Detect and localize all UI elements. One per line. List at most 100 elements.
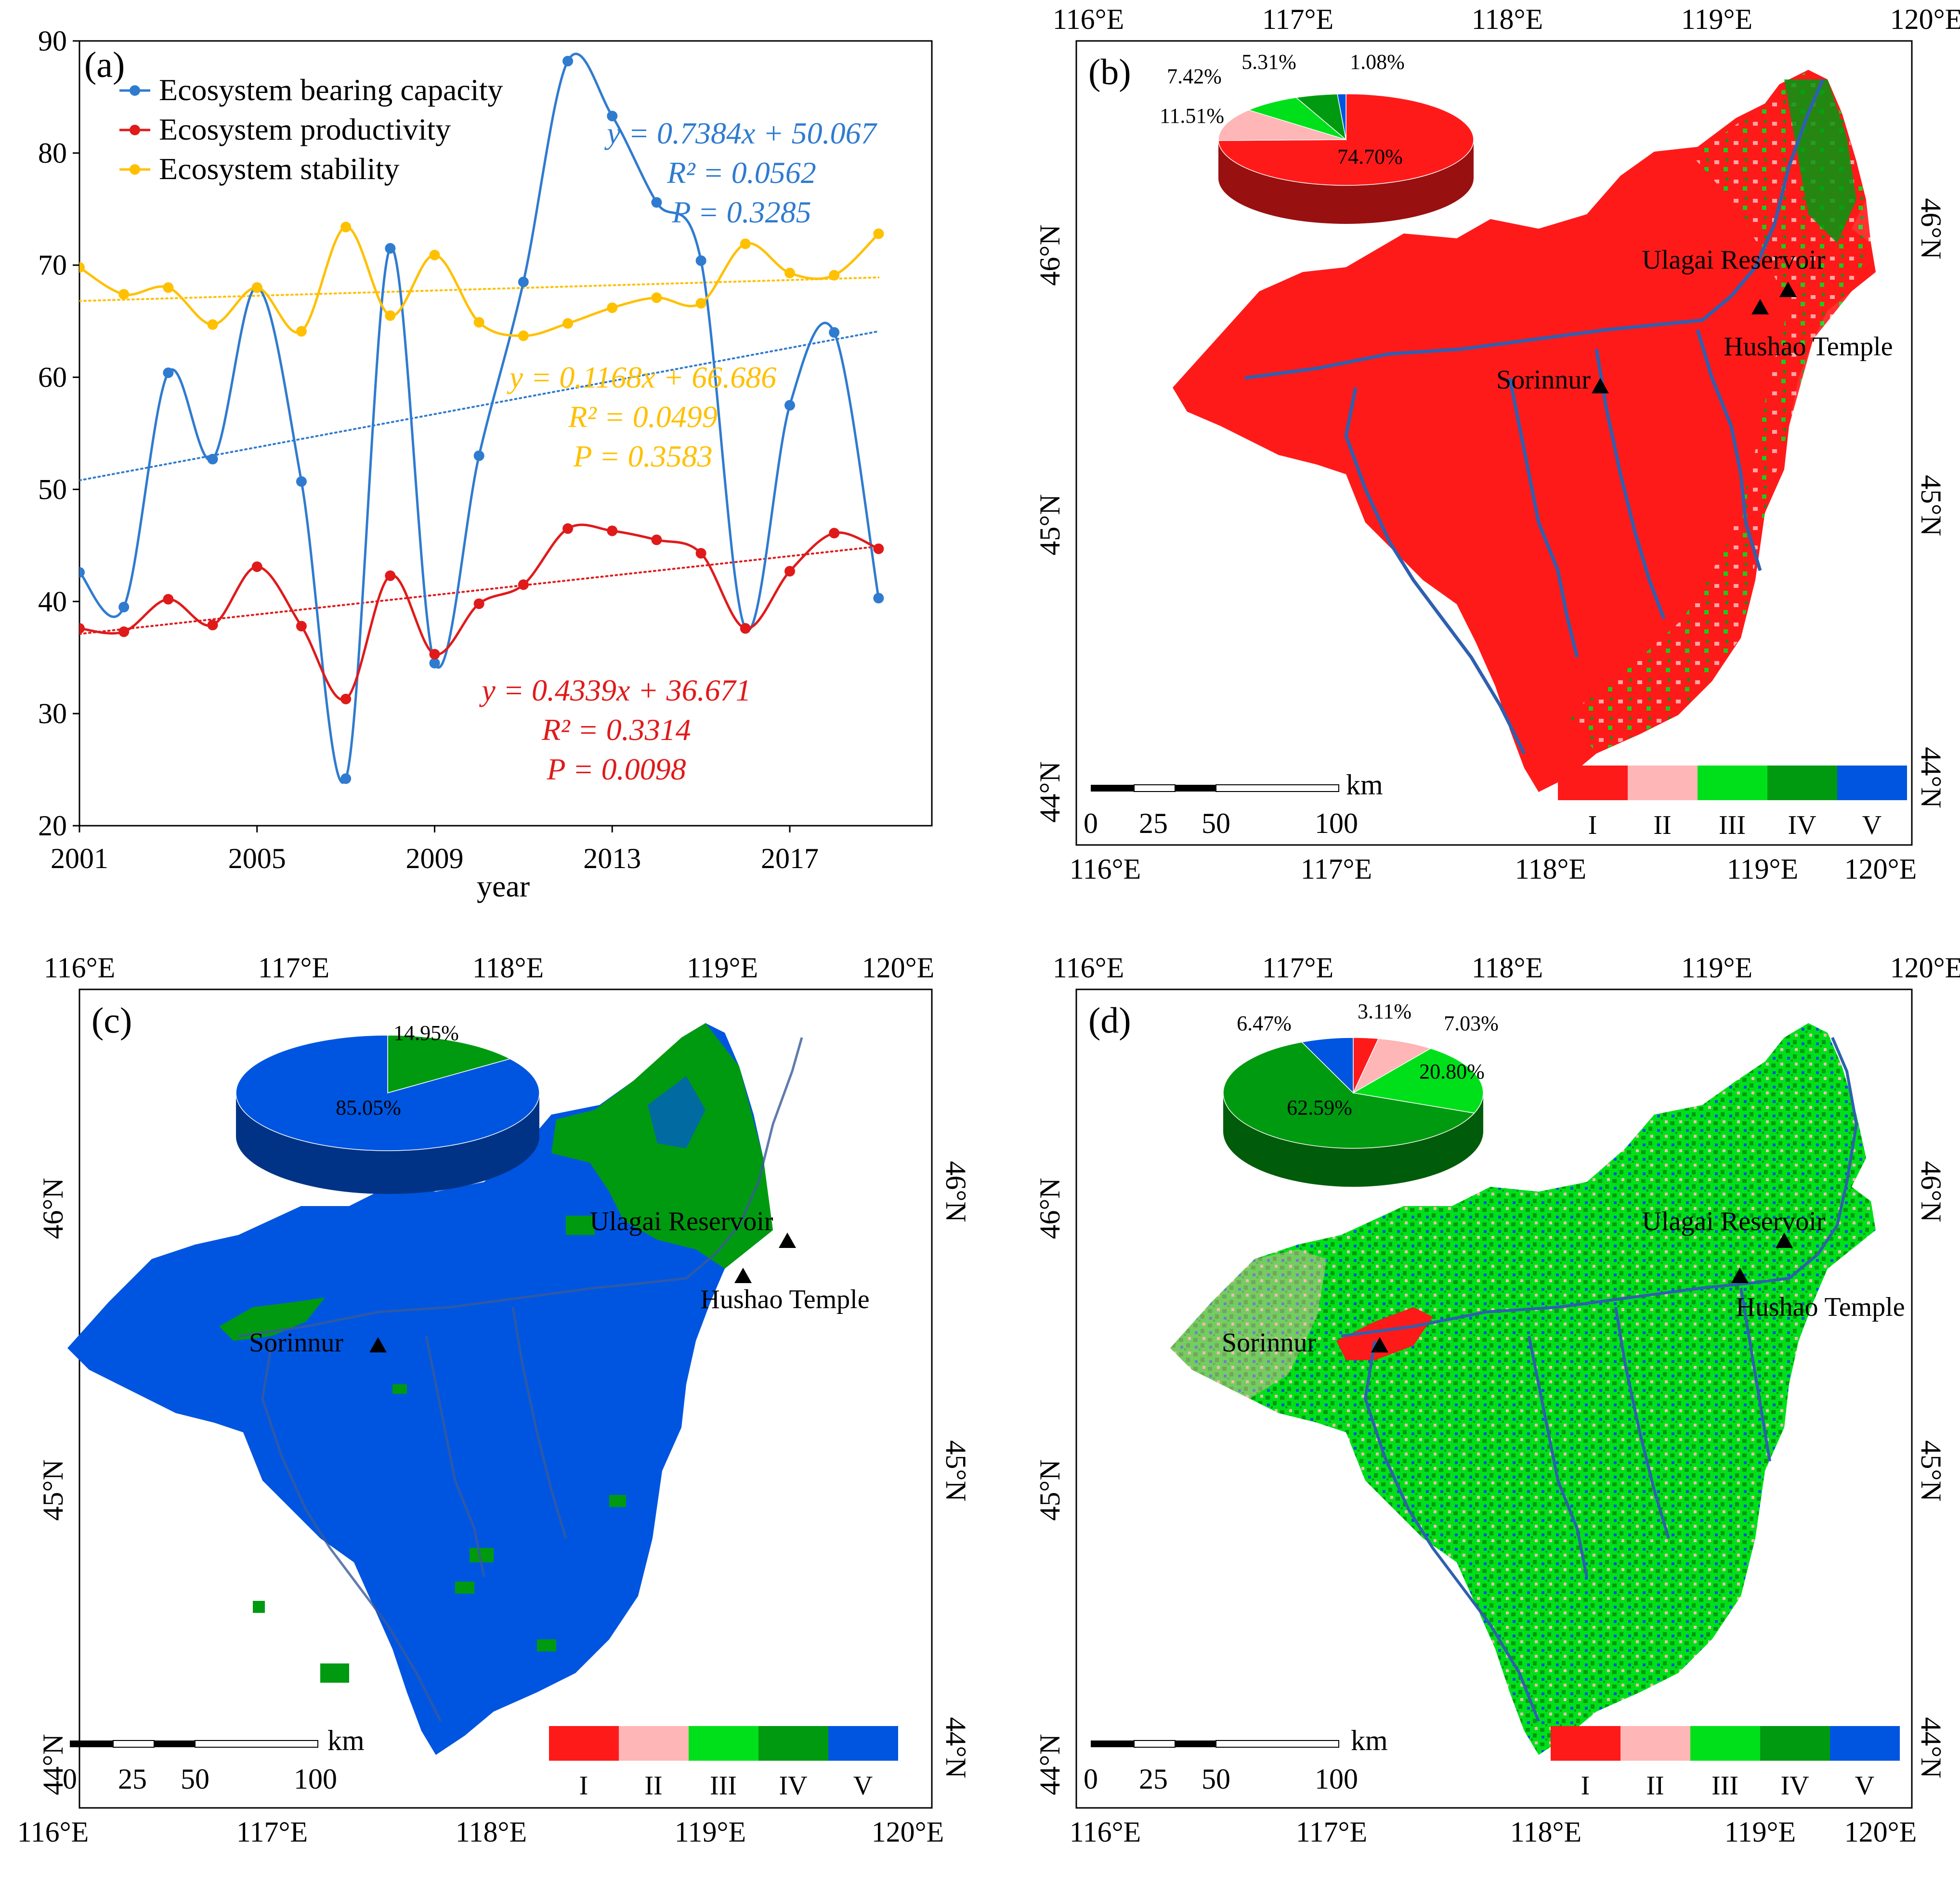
y-axis: 20 30 40 50 60 70 80 90 bbox=[38, 25, 79, 842]
y-tick-label: 80 bbox=[38, 137, 67, 169]
lat-label: 45°N bbox=[1915, 475, 1947, 536]
x-axis-title: year bbox=[477, 869, 530, 903]
place-label-sorinnur: Sorinnur bbox=[249, 1328, 343, 1358]
x-tick-label: 2017 bbox=[761, 843, 819, 874]
legend-marker-stability bbox=[130, 164, 140, 175]
eq-stability-line1: y = 0.1168x + 66.686 bbox=[507, 360, 776, 394]
data-point-productivity bbox=[118, 626, 130, 637]
river bbox=[261, 1340, 442, 1722]
scale-tick: 25 bbox=[1139, 1763, 1168, 1795]
scale-bar-b: km 0 25 50 100 bbox=[1084, 769, 1383, 839]
panel-b: (b) 116°E 117°E 118°E 119°E 120°E 116°E … bbox=[1034, 3, 1960, 885]
river bbox=[1696, 329, 1762, 571]
river bbox=[1528, 1336, 1588, 1577]
data-point-stability bbox=[740, 238, 751, 249]
legend-class-label: II bbox=[1653, 810, 1671, 840]
legend-class-label: V bbox=[1855, 1771, 1874, 1801]
pie-value-label: 7.03% bbox=[1444, 1012, 1499, 1035]
right-lat-labels-b: 44°N 45°N 46°N bbox=[1915, 198, 1947, 808]
eq-bearing-line3: P = 0.3285 bbox=[671, 195, 811, 229]
data-point-bearing bbox=[784, 400, 795, 411]
lon-label: 119°E bbox=[675, 1816, 746, 1848]
data-point-stability bbox=[118, 289, 130, 300]
legend-label-productivity: Ecosystem productivity bbox=[159, 112, 451, 146]
place-marker bbox=[1751, 299, 1769, 314]
legend-swatch-III bbox=[1690, 1726, 1760, 1761]
data-point-stability bbox=[873, 228, 884, 239]
catchment-b-mixed bbox=[1568, 70, 1871, 753]
lon-label: 120°E bbox=[872, 1816, 944, 1848]
legend-class-label: IV bbox=[1780, 1771, 1809, 1801]
pie-value-label: 11.51% bbox=[1160, 104, 1224, 128]
lat-label: 46°N bbox=[940, 1161, 972, 1222]
x-axis: 2001 2005 2009 2013 2017 bbox=[51, 826, 819, 874]
data-point-bearing bbox=[340, 773, 352, 784]
data-point-bearing bbox=[607, 111, 618, 122]
legend-swatch-V bbox=[828, 1726, 898, 1761]
data-point-bearing bbox=[695, 255, 706, 266]
pie-slice-IV bbox=[387, 1035, 511, 1093]
legend-item-stability: Ecosystem stability bbox=[119, 152, 400, 186]
data-point-productivity bbox=[385, 570, 396, 581]
data-point-bearing bbox=[296, 476, 307, 487]
pie-side bbox=[236, 1093, 539, 1194]
pie-value-label: 62.59% bbox=[1287, 1096, 1352, 1119]
pie-value-label: 74.70% bbox=[1337, 145, 1403, 169]
place-label-ulagai: Ulagai Reservoir bbox=[590, 1207, 773, 1236]
y-tick-label: 20 bbox=[38, 810, 67, 842]
data-point-stability bbox=[163, 282, 174, 293]
catchment-d-west bbox=[1170, 1249, 1327, 1399]
data-point-productivity bbox=[340, 693, 352, 704]
data-point-bearing bbox=[518, 276, 529, 287]
bottom-lon-labels-d: 116°E 117°E 118°E 119°E 120°E bbox=[1070, 1816, 1917, 1848]
legend-swatch-I bbox=[549, 1726, 619, 1761]
legend-swatch-II bbox=[1628, 766, 1698, 800]
pie-value-label: 20.80% bbox=[1419, 1060, 1485, 1083]
data-point-stability bbox=[695, 298, 706, 309]
place-marker bbox=[1371, 1337, 1388, 1352]
data-point-productivity bbox=[740, 623, 751, 634]
catchment-c-forest bbox=[551, 1023, 773, 1269]
trend-line-stability bbox=[79, 276, 880, 302]
legend-swatch-I bbox=[1558, 766, 1628, 800]
data-point-stability bbox=[607, 302, 618, 313]
data-point-stability bbox=[429, 249, 440, 260]
data-point-productivity bbox=[251, 561, 262, 572]
legend-class-label: I bbox=[1581, 1771, 1590, 1801]
lat-label: 44°N bbox=[1915, 747, 1947, 808]
pie-value-label: 7.42% bbox=[1167, 65, 1222, 88]
bottom-lon-labels-c: 116°E 117°E 118°E 119°E 120°E bbox=[17, 1816, 944, 1848]
scale-bar-c: km 0 25 50 100 bbox=[63, 1725, 365, 1795]
pie-slice-II bbox=[1218, 109, 1346, 141]
catchment-c bbox=[67, 1023, 773, 1755]
pie-value-label: 5.31% bbox=[1241, 50, 1296, 74]
scale-bar-d: km 0 25 50 100 bbox=[1084, 1725, 1388, 1795]
lat-label: 45°N bbox=[37, 1459, 69, 1520]
data-point-stability bbox=[296, 326, 307, 337]
scale-tick: 25 bbox=[1139, 807, 1168, 839]
lon-label: 116°E bbox=[17, 1816, 89, 1848]
catchment-c-water bbox=[648, 1076, 706, 1148]
data-point-productivity bbox=[784, 566, 795, 577]
top-lon-labels-b: 116°E 117°E 118°E 119°E 120°E bbox=[1053, 3, 1960, 35]
data-point-stability bbox=[829, 270, 840, 281]
data-point-productivity bbox=[607, 525, 618, 536]
legend-class-label: I bbox=[1588, 810, 1597, 840]
place-label-hushao: Hushao Temple bbox=[1724, 332, 1893, 362]
eq-productivity-line3: P = 0.0098 bbox=[546, 752, 686, 786]
lon-label: 117°E bbox=[1296, 1816, 1367, 1848]
river bbox=[425, 1336, 485, 1577]
place-label-ulagai: Ulagai Reservoir bbox=[1642, 245, 1826, 275]
lat-label: 44°N bbox=[940, 1717, 972, 1778]
lat-label: 45°N bbox=[1034, 494, 1066, 555]
legend-swatch-II bbox=[619, 1726, 689, 1761]
lon-label: 119°E bbox=[1681, 952, 1752, 984]
panel-a: (a) 20 30 40 50 60 70 80 90 2001 2005 2009 2013 201… bbox=[38, 25, 933, 903]
pie-chart-b: 74.70% 11.51% 7.42% 5.31% 1.08% bbox=[1160, 50, 1474, 224]
lon-label: 118°E bbox=[1472, 3, 1543, 35]
lon-label: 120°E bbox=[1844, 1816, 1917, 1848]
right-lat-labels-d: 44°N 45°N 46°N bbox=[1915, 1161, 1947, 1778]
scale-tick: 100 bbox=[1315, 807, 1358, 839]
data-point-productivity bbox=[829, 528, 840, 539]
